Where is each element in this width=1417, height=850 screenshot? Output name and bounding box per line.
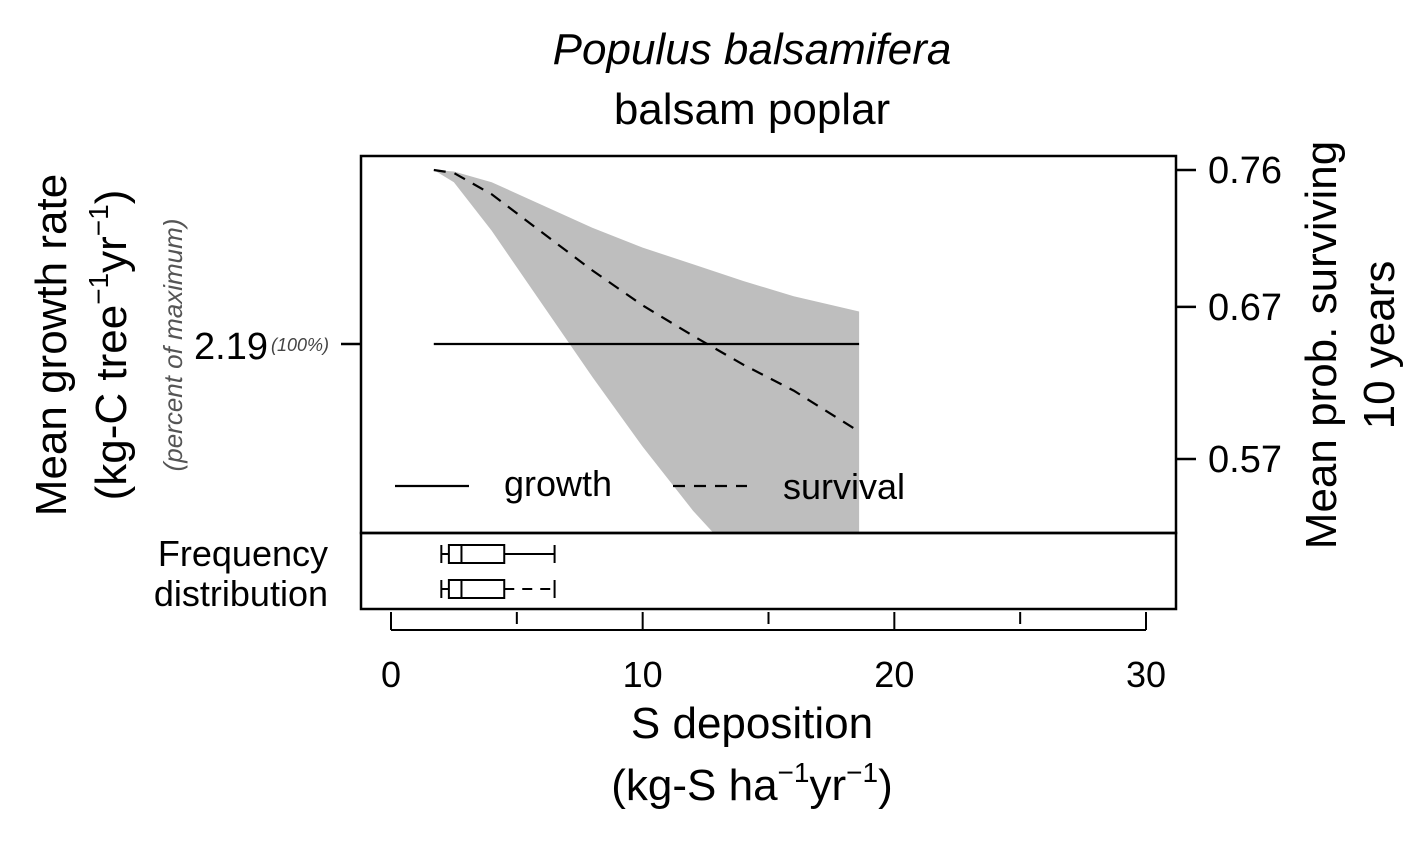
left-axis-units: (kg-C tree−1yr−1) xyxy=(83,190,136,501)
left-units-sup-1: −1 xyxy=(83,273,114,305)
x-axis-units: (kg-S ha−1yr−1) xyxy=(611,757,892,810)
right-tick-label: 0.67 xyxy=(1208,287,1282,329)
left-tick-percent: (100%) xyxy=(271,335,329,355)
box-iqr xyxy=(447,579,506,599)
left-axis-label: Mean growth rate xyxy=(27,174,76,516)
chart-title: Populus balsamifera xyxy=(553,25,952,74)
right-axis-layer: 0.76 0.67 0.57 xyxy=(1176,150,1282,481)
right-axis-label-years: 10 years xyxy=(1355,261,1404,430)
x-units-part-a: (kg-S ha xyxy=(611,761,778,810)
right-tick-label: 0.57 xyxy=(1208,439,1282,481)
legend-growth-label: growth xyxy=(504,463,612,504)
right-axis-label: Mean prob. surviving xyxy=(1297,141,1346,549)
x-tick-label: 20 xyxy=(874,654,914,695)
left-units-part-a: (kg-C tree xyxy=(87,305,136,501)
frequency-panel-frame xyxy=(359,531,1178,611)
x-units-sup-1: −1 xyxy=(778,757,810,788)
left-units-sup-2: −1 xyxy=(83,204,114,236)
frequency-label-line2: distribution xyxy=(154,573,328,614)
confidence-band-layer xyxy=(433,170,860,533)
left-tick-value: 2.19 xyxy=(194,326,268,368)
chart-subtitle: balsam poplar xyxy=(614,85,890,134)
legend: growth survival xyxy=(395,463,905,507)
survival-confidence-band xyxy=(433,170,860,533)
left-units-part-b: yr xyxy=(87,236,136,273)
x-axis-layer: 0 10 20 30 xyxy=(381,612,1166,695)
survival-line xyxy=(433,168,860,433)
x-tick-label: 30 xyxy=(1126,654,1166,695)
x-units-close: ) xyxy=(878,761,893,810)
x-units-part-b: yr xyxy=(809,761,846,810)
right-tick-label: 0.76 xyxy=(1208,150,1282,192)
legend-survival-label: survival xyxy=(783,466,905,507)
frequency-label-line1: Frequency xyxy=(158,533,328,574)
series-line-layer xyxy=(433,168,860,433)
x-axis-label: S deposition xyxy=(631,699,873,748)
left-units-close: ) xyxy=(87,190,136,205)
x-tick-label: 10 xyxy=(623,654,663,695)
box-iqr xyxy=(447,544,506,564)
frequency-box-layer xyxy=(440,544,556,599)
x-units-sup-2: −1 xyxy=(846,757,878,788)
x-tick-label: 0 xyxy=(381,654,401,695)
left-axis-note: (percent of maximum) xyxy=(158,219,188,472)
